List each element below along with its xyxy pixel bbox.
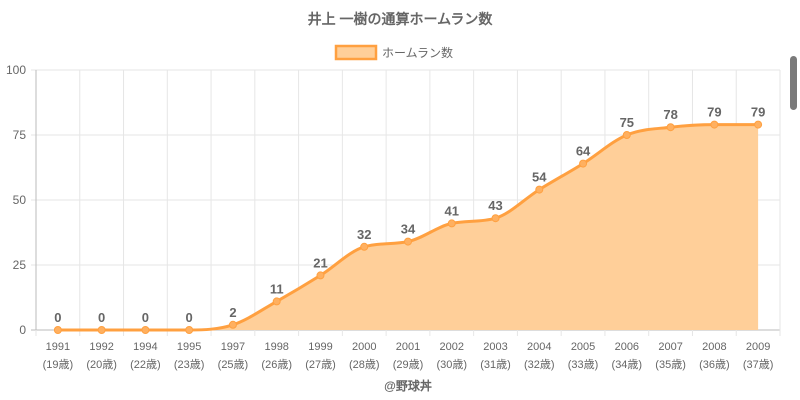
data-label: 64 [576,144,591,159]
data-label: 78 [663,107,677,122]
data-label: 34 [401,222,416,237]
x-tick-label: 2007 [658,341,682,353]
x-tick-label: 2000 [352,341,376,353]
x-tick-label: 1992 [89,341,113,353]
x-tick-sublabel: (31歳) [480,358,511,371]
x-tick-label: 1995 [177,341,201,353]
x-tick-sublabel: (29歳) [393,358,424,371]
data-label: 54 [532,170,547,185]
x-tick-label: 1999 [308,341,332,353]
data-label: 41 [445,203,459,218]
x-tick-label: 2004 [527,341,551,353]
x-tick-sublabel: (26歳) [261,358,292,371]
x-tick-sublabel: (34歳) [612,358,643,371]
y-tick-label: 75 [13,128,27,142]
y-tick-label: 100 [6,63,26,77]
x-tick-label: 2002 [440,341,464,353]
data-point [141,326,150,334]
y-tick-label: 50 [13,193,27,207]
x-tick-sublabel: (32歳) [524,358,555,371]
data-point [272,297,281,306]
data-point [535,185,544,194]
data-label: 0 [54,310,61,325]
data-label: 0 [186,310,193,325]
x-tick-sublabel: (23歳) [174,358,205,371]
x-tick-sublabel: (37歳) [743,358,774,371]
data-label: 0 [98,310,105,325]
data-point [404,237,412,246]
data-label: 0 [142,310,149,325]
area-fill [57,124,759,330]
data-point [754,120,763,129]
data-point [666,123,675,132]
scrollbar[interactable] [790,56,797,110]
data-point [491,214,500,223]
x-tick-sublabel: (27歳) [305,358,336,371]
data-point [97,326,106,334]
x-tick-sublabel: (22歳) [130,358,161,371]
data-label: 2 [229,305,236,320]
chart-title: 井上 一樹の通算ホームラン数 [308,11,494,27]
x-tick-sublabel: (36歳) [699,358,730,371]
data-point [53,326,62,334]
x-tick-label: 2006 [615,341,639,353]
y-tick-label: 25 [13,258,27,272]
data-point [316,271,325,280]
data-label: 79 [707,105,721,120]
y-tick-label: 0 [19,323,26,337]
data-label: 79 [751,105,765,120]
data-point [360,242,369,251]
data-point [185,326,194,334]
x-tick-label: 2003 [483,341,507,353]
data-label: 11 [270,281,284,296]
x-tick-sublabel: (19歳) [43,358,74,371]
x-tick-label: 2009 [746,341,770,353]
data-point [579,159,588,168]
data-point [228,320,237,329]
legend[interactable]: ホームラン数 [334,44,453,61]
legend-label: ホームラン数 [382,45,453,60]
x-tick-label: 1991 [46,341,70,353]
data-label: 32 [357,227,371,242]
x-tick-sublabel: (33歳) [568,358,599,371]
x-tick-sublabel: (30歳) [436,358,467,371]
data-label: 43 [488,198,502,213]
x-tick-label: 1997 [221,341,245,353]
data-point [710,120,719,129]
credit: @野球丼 [384,378,432,393]
x-tick-label: 1998 [264,341,288,353]
x-tick-sublabel: (20歳) [86,358,117,371]
data-label: 75 [620,115,634,130]
x-tick-sublabel: (28歳) [349,358,380,371]
x-tick-label: 2005 [571,341,595,353]
data-label: 21 [313,255,327,270]
x-tick-label: 1994 [133,341,157,353]
data-point [622,131,631,139]
x-tick-label: 2001 [396,341,420,353]
x-tick-sublabel: (25歳) [218,358,249,371]
x-tick-sublabel: (35歳) [655,358,686,371]
legend-swatch [334,44,378,61]
data-point [447,219,456,228]
x-tick-label: 2008 [702,341,726,353]
